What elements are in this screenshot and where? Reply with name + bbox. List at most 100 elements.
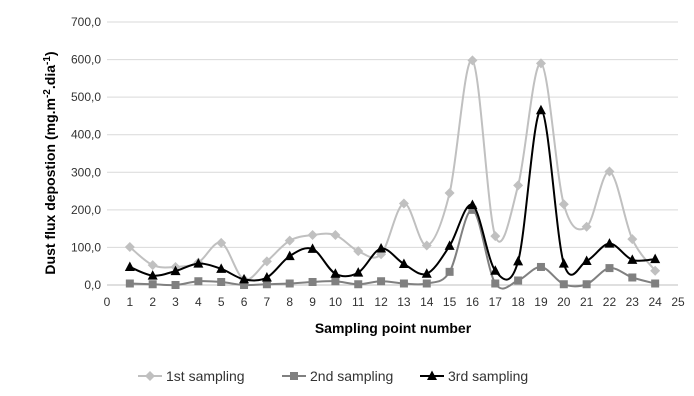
series-1 bbox=[124, 55, 661, 285]
series-line bbox=[129, 208, 656, 290]
y-tick-label: 0,0 bbox=[84, 278, 101, 292]
legend-marker bbox=[290, 372, 298, 380]
y-tick-label: 500,0 bbox=[71, 90, 101, 104]
legend-marker bbox=[145, 371, 155, 381]
series-3 bbox=[124, 104, 661, 284]
data-point bbox=[261, 271, 272, 282]
y-tick-label: 700,0 bbox=[71, 15, 101, 29]
y-axis-title-sup2: -1 bbox=[42, 56, 53, 65]
data-point bbox=[490, 231, 501, 242]
legend-marker bbox=[427, 370, 437, 380]
data-point bbox=[284, 250, 295, 261]
y-tick-label: 200,0 bbox=[71, 203, 101, 217]
data-point bbox=[261, 256, 272, 267]
x-tick-label: 11 bbox=[352, 295, 365, 309]
data-point bbox=[490, 265, 501, 275]
y-axis-title-sup1: -2 bbox=[42, 89, 53, 98]
data-point bbox=[399, 279, 408, 288]
legend: 1st sampling 2nd sampling 3rd sampling bbox=[138, 368, 528, 384]
x-tick-label: 5 bbox=[218, 295, 225, 309]
x-tick-label: 1 bbox=[126, 295, 133, 309]
x-tick-label: 18 bbox=[511, 295, 525, 309]
data-point bbox=[491, 279, 500, 288]
data-point bbox=[605, 264, 614, 273]
data-point bbox=[582, 280, 591, 289]
data-point bbox=[535, 104, 546, 115]
y-axis-title-main: Dust flux depostion (mg.m bbox=[42, 98, 58, 275]
x-tick-label: 7 bbox=[264, 295, 271, 309]
x-tick-label: 20 bbox=[557, 295, 571, 309]
x-tick-label: 3 bbox=[172, 295, 179, 309]
data-point bbox=[331, 277, 340, 286]
data-point bbox=[421, 240, 432, 251]
data-point bbox=[398, 198, 409, 209]
y-tick-label: 100,0 bbox=[71, 240, 101, 254]
data-point bbox=[513, 255, 524, 266]
data-point bbox=[536, 262, 545, 271]
y-tick-labels: 0,0 100,0 200,0 300,0 400,0 500,0 600,0 700,0 bbox=[71, 15, 101, 292]
x-tick-label: 13 bbox=[397, 295, 411, 309]
data-point bbox=[627, 254, 638, 264]
x-tick-label: 0 bbox=[104, 295, 111, 309]
data-point bbox=[444, 240, 455, 250]
data-point bbox=[650, 265, 661, 276]
data-point bbox=[468, 205, 477, 214]
data-point bbox=[240, 281, 249, 289]
data-point bbox=[558, 199, 569, 210]
data-point bbox=[193, 258, 204, 268]
data-point bbox=[558, 258, 569, 268]
x-tick-label: 14 bbox=[420, 295, 434, 309]
data-point bbox=[171, 281, 180, 289]
data-point bbox=[398, 258, 409, 268]
x-tick-label: 9 bbox=[309, 295, 316, 309]
x-tick-label: 6 bbox=[241, 295, 248, 309]
x-tick-label: 24 bbox=[648, 295, 662, 309]
data-point bbox=[581, 221, 592, 232]
data-point bbox=[285, 279, 294, 288]
y-tick-label: 600,0 bbox=[71, 53, 101, 67]
data-point bbox=[353, 246, 364, 257]
legend-item: 1st sampling bbox=[138, 368, 245, 384]
data-point bbox=[148, 280, 157, 289]
data-point bbox=[239, 273, 250, 284]
x-tick-label: 17 bbox=[489, 295, 503, 309]
data-point bbox=[307, 243, 318, 253]
legend-label: 3rd sampling bbox=[448, 368, 528, 384]
data-point bbox=[581, 255, 592, 265]
data-point bbox=[445, 267, 454, 276]
data-point bbox=[354, 280, 363, 289]
x-tick-label: 8 bbox=[286, 295, 293, 309]
data-point bbox=[444, 187, 455, 198]
x-tick-label: 12 bbox=[374, 295, 388, 309]
x-tick-label: 19 bbox=[534, 295, 548, 309]
data-point bbox=[330, 268, 341, 278]
x-tick-label: 16 bbox=[466, 295, 480, 309]
y-axis-title: Dust flux depostion (mg.m-2.dia-1) bbox=[42, 51, 58, 274]
legend-label: 1st sampling bbox=[166, 368, 245, 384]
data-point bbox=[627, 234, 638, 245]
legend-label: 2nd sampling bbox=[310, 368, 393, 384]
data-point bbox=[604, 166, 615, 177]
data-point bbox=[376, 243, 387, 253]
data-point bbox=[308, 277, 317, 286]
data-point bbox=[421, 268, 432, 278]
x-tick-label: 25 bbox=[671, 295, 685, 309]
data-point bbox=[124, 261, 135, 271]
x-axis-title: Sampling point number bbox=[315, 320, 472, 336]
data-point bbox=[330, 230, 341, 241]
legend-item: 3rd sampling bbox=[420, 368, 528, 384]
data-point bbox=[467, 199, 478, 209]
data-point bbox=[217, 277, 226, 286]
x-tick-label: 23 bbox=[626, 295, 640, 309]
data-point bbox=[125, 279, 134, 288]
data-point bbox=[170, 265, 181, 276]
data-point bbox=[628, 273, 637, 282]
y-axis-title-mid: .dia bbox=[42, 65, 58, 89]
x-tick-label: 22 bbox=[603, 295, 617, 309]
legend-item: 2nd sampling bbox=[282, 368, 393, 384]
data-point bbox=[559, 280, 568, 289]
series-2 bbox=[125, 205, 660, 290]
data-point bbox=[124, 242, 135, 253]
x-tick-label: 4 bbox=[195, 295, 202, 309]
